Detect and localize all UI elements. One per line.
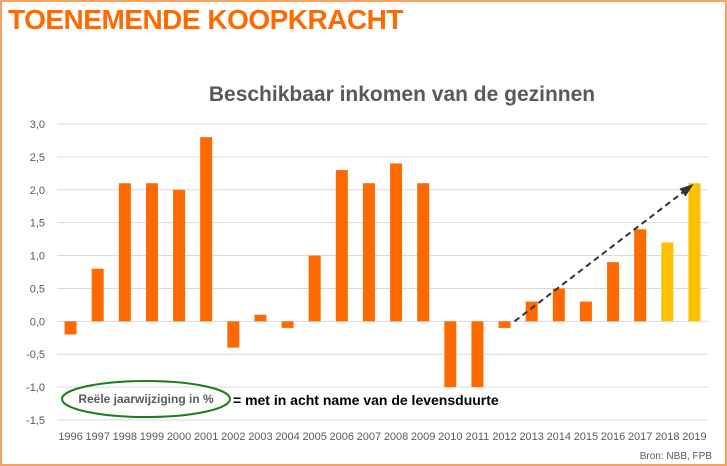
x-tick-label: 2014 (547, 431, 571, 443)
x-tick-label: 1997 (85, 431, 109, 443)
chart-title: Beschikbaar inkomen van de gezinnen (209, 83, 595, 106)
bar-2016 (607, 262, 620, 322)
y-tick-label: 1,5 (30, 218, 45, 230)
bar-2000 (173, 189, 186, 322)
bar-2014 (552, 288, 565, 322)
bar-1997 (91, 268, 104, 322)
x-tick-label: 2007 (357, 431, 381, 443)
x-tick-label: 2006 (330, 431, 354, 443)
x-tick-label: 2010 (438, 431, 462, 443)
bar-2015 (579, 301, 592, 322)
x-tick-label: 1999 (140, 431, 164, 443)
trend-arrow (513, 185, 692, 323)
y-tick-label: 3,0 (30, 119, 45, 131)
x-tick-label: 2004 (275, 431, 299, 443)
annotation-ellipse (61, 380, 231, 418)
x-tick-label: 1996 (58, 431, 82, 443)
x-tick-label: 2003 (248, 431, 272, 443)
bar-2007 (362, 183, 375, 322)
x-tick-label: 2016 (601, 431, 625, 443)
y-tick-label: 1,0 (30, 251, 45, 263)
x-tick-label: 2015 (574, 431, 598, 443)
bar-2010 (444, 321, 457, 388)
bar-2004 (281, 321, 294, 328)
bar-2019 (688, 183, 701, 322)
bar-2002 (227, 321, 240, 348)
arrowhead-icon (679, 184, 694, 197)
x-tick-label: 2019 (682, 431, 706, 443)
x-tick-label: 2013 (519, 431, 543, 443)
bar-2001 (200, 137, 213, 322)
bar-2005 (308, 255, 321, 322)
x-tick-label: 2002 (221, 431, 245, 443)
x-tick-label: 1998 (113, 431, 137, 443)
annotation-explanation: = met in acht name van de levensduurte (233, 392, 499, 408)
y-tick-label: -0,5 (26, 349, 45, 361)
x-tick-label: 2001 (194, 431, 218, 443)
bar-2003 (254, 314, 267, 322)
x-tick-label: 2012 (492, 431, 516, 443)
annotation-circled-text: Reële jaarwijziging in % (78, 392, 214, 406)
bar-2018 (661, 242, 674, 322)
y-tick-label: 2,0 (30, 185, 45, 197)
x-tick-label: 2018 (655, 431, 679, 443)
y-tick-label: -1,5 (26, 415, 45, 427)
bar-1998 (118, 183, 131, 322)
x-tick-label: 2017 (628, 431, 652, 443)
y-tick-label: 0,5 (30, 283, 45, 295)
headline: TOENEMENDE KOOPKRACHT (8, 4, 404, 35)
bar-2006 (335, 170, 348, 322)
x-tick-label: 2011 (466, 431, 490, 443)
x-tick-label: 2005 (302, 431, 326, 443)
x-tick-label: 2009 (411, 431, 435, 443)
bar-2013 (525, 301, 538, 322)
y-tick-label: 2,5 (30, 152, 45, 164)
source-note: Bron: NBB, FPB (640, 451, 713, 462)
bar-1999 (145, 183, 158, 322)
x-tick-label: 2008 (384, 431, 408, 443)
bar-2008 (390, 163, 403, 322)
bar-2009 (417, 183, 430, 322)
y-tick-label: -1,0 (26, 382, 45, 394)
bar-1996 (64, 321, 77, 335)
x-tick-label: 2000 (167, 431, 191, 443)
bar-2011 (471, 321, 484, 388)
bar-2012 (498, 321, 511, 328)
y-tick-label: 0,0 (30, 316, 45, 328)
bar-2017 (634, 229, 647, 322)
